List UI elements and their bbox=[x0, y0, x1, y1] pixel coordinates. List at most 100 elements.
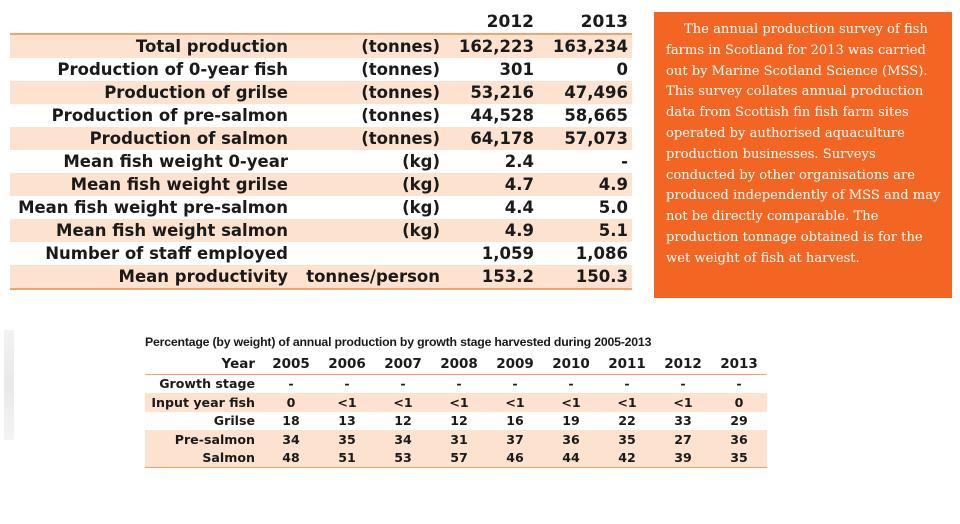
production-header-2012: 2012 bbox=[444, 10, 538, 35]
growth-cell: 12 bbox=[450, 413, 468, 429]
production-header-row: 2012 2013 bbox=[10, 10, 632, 35]
growth-stage-table: Year 2005 2006 2007 2008 2009 2010 2011 2012 201… bbox=[145, 355, 767, 468]
growth-cell: - bbox=[288, 376, 294, 392]
production-value-2013: 163,234 bbox=[552, 37, 628, 56]
growth-cell: <1 bbox=[505, 394, 525, 410]
production-value-2012: 44,528 bbox=[470, 106, 534, 125]
production-value-2013: 47,496 bbox=[564, 83, 628, 102]
growth-cell: - bbox=[512, 376, 518, 392]
growth-cell: 37 bbox=[506, 431, 524, 447]
growth-cell: 16 bbox=[506, 413, 524, 429]
growth-cell: - bbox=[680, 376, 686, 392]
growth-cell: 13 bbox=[338, 413, 356, 429]
growth-cell: - bbox=[456, 376, 462, 392]
production-table-body: Total production (tonnes) 162,223 163,234 Pr… bbox=[10, 34, 632, 290]
growth-cell: <1 bbox=[617, 394, 637, 410]
growth-row: Input year fish 0 <1 <1 <1 <1 <1 <1 <1 0 bbox=[145, 393, 767, 412]
production-value-2013: - bbox=[621, 152, 628, 171]
growth-table-caption: Percentage (by weight) of annual product… bbox=[145, 335, 652, 349]
production-value-2012: 162,223 bbox=[458, 37, 534, 56]
growth-cell: 35 bbox=[711, 448, 767, 468]
production-value-2013: 5.1 bbox=[598, 221, 628, 240]
growth-cell: 42 bbox=[599, 448, 655, 468]
production-value-2012: 64,178 bbox=[470, 129, 534, 148]
growth-cell: 34 bbox=[394, 431, 412, 447]
growth-table-body: Growth stage - - - - - - - - - Input year fish 0 <1 <… bbox=[145, 374, 767, 468]
growth-cell: 34 bbox=[282, 431, 300, 447]
growth-cell: 27 bbox=[674, 431, 692, 447]
production-row-unit: (kg) bbox=[402, 198, 440, 217]
production-row-unit: tonnes/person bbox=[292, 265, 444, 290]
faded-side-mark bbox=[4, 330, 14, 440]
growth-header-year: 2013 bbox=[711, 355, 767, 375]
growth-cell: <1 bbox=[673, 394, 693, 410]
production-value-2013: 57,073 bbox=[564, 129, 628, 148]
production-value-2012: 1,059 bbox=[481, 244, 534, 263]
growth-row: Pre-salmon 34 35 34 31 37 36 35 27 36 bbox=[145, 430, 767, 449]
production-row-unit bbox=[292, 242, 444, 265]
growth-cell: 51 bbox=[319, 448, 375, 468]
production-value-2012: 4.7 bbox=[504, 175, 534, 194]
production-row: Mean fish weight grilse (kg) 4.7 4.9 bbox=[10, 173, 632, 196]
growth-cell: 39 bbox=[655, 448, 711, 468]
growth-header-year: 2008 bbox=[431, 355, 487, 375]
growth-cell: 29 bbox=[730, 413, 748, 429]
growth-cell: 36 bbox=[562, 431, 580, 447]
production-row-label: Total production bbox=[135, 37, 288, 56]
production-value-2012: 301 bbox=[499, 60, 534, 79]
production-header-unit bbox=[292, 10, 444, 35]
production-row: Mean fish weight pre-salmon (kg) 4.4 5.0 bbox=[10, 196, 632, 219]
production-value-2013: 58,665 bbox=[564, 106, 628, 125]
growth-cell: - bbox=[624, 376, 630, 392]
growth-header-year: 2009 bbox=[487, 355, 543, 375]
production-value-2012: 4.9 bbox=[504, 221, 534, 240]
production-row: Mean productivity tonnes/person 153.2 150.3 bbox=[10, 265, 632, 290]
production-row-label: Mean fish weight 0-year bbox=[63, 152, 288, 171]
production-row-unit: (kg) bbox=[402, 152, 440, 171]
growth-cell: <1 bbox=[337, 394, 357, 410]
growth-cell: - bbox=[568, 376, 574, 392]
production-row: Mean fish weight 0-year (kg) 2.4 - bbox=[10, 150, 632, 173]
growth-cell: 57 bbox=[431, 448, 487, 468]
production-value-2012: 153.2 bbox=[444, 265, 538, 290]
growth-cell: 31 bbox=[450, 431, 468, 447]
growth-cell: - bbox=[400, 376, 406, 392]
growth-cell: 12 bbox=[394, 413, 412, 429]
survey-info-box: The annual production survey of fish far… bbox=[654, 12, 952, 298]
production-value-2012: 2.4 bbox=[504, 152, 534, 171]
growth-cell: 0 bbox=[734, 394, 744, 410]
growth-row: Grilse 18 13 12 12 16 19 22 33 29 bbox=[145, 411, 767, 430]
growth-cell: 35 bbox=[618, 431, 636, 447]
production-value-2013: 150.3 bbox=[538, 265, 632, 290]
growth-cell: <1 bbox=[561, 394, 581, 410]
growth-row: Salmon 48 51 53 57 46 44 42 39 35 bbox=[145, 448, 767, 468]
production-row-unit: (kg) bbox=[402, 221, 440, 240]
growth-row-label: Pre-salmon bbox=[174, 431, 255, 447]
production-row-label: Mean fish weight pre-salmon bbox=[18, 198, 288, 217]
growth-header-year-label: Year bbox=[145, 355, 263, 375]
production-row: Production of 0-year fish (tonnes) 301 0 bbox=[10, 58, 632, 81]
production-row-unit: (tonnes) bbox=[361, 83, 440, 102]
growth-cell: 33 bbox=[674, 413, 692, 429]
growth-row-label: Grilse bbox=[213, 413, 255, 429]
growth-row-label: Input year fish bbox=[151, 394, 255, 410]
production-row-label: Mean productivity bbox=[10, 265, 292, 290]
growth-cell: 48 bbox=[263, 448, 319, 468]
survey-info-text: The annual production survey of fish far… bbox=[666, 22, 941, 266]
production-row: Mean fish weight salmon (kg) 4.9 5.1 bbox=[10, 219, 632, 242]
production-row-label: Production of grilse bbox=[104, 83, 288, 102]
production-value-2013: 1,086 bbox=[575, 244, 628, 263]
production-row: Production of grilse (tonnes) 53,216 47,496 bbox=[10, 81, 632, 104]
growth-row-label: Growth stage bbox=[159, 376, 255, 392]
production-row: Number of staff employed 1,059 1,086 bbox=[10, 242, 632, 265]
production-row-label: Number of staff employed bbox=[45, 244, 288, 263]
growth-header-year: 2011 bbox=[599, 355, 655, 375]
production-row-unit: (kg) bbox=[402, 175, 440, 194]
production-row: Production of pre-salmon (tonnes) 44,528 58… bbox=[10, 104, 632, 127]
production-row-unit: (tonnes) bbox=[361, 37, 440, 56]
production-value-2013: 4.9 bbox=[598, 175, 628, 194]
growth-header-year: 2012 bbox=[655, 355, 711, 375]
production-row-label: Mean fish weight grilse bbox=[70, 175, 288, 194]
growth-cell: 36 bbox=[730, 431, 748, 447]
growth-cell: 18 bbox=[282, 413, 300, 429]
